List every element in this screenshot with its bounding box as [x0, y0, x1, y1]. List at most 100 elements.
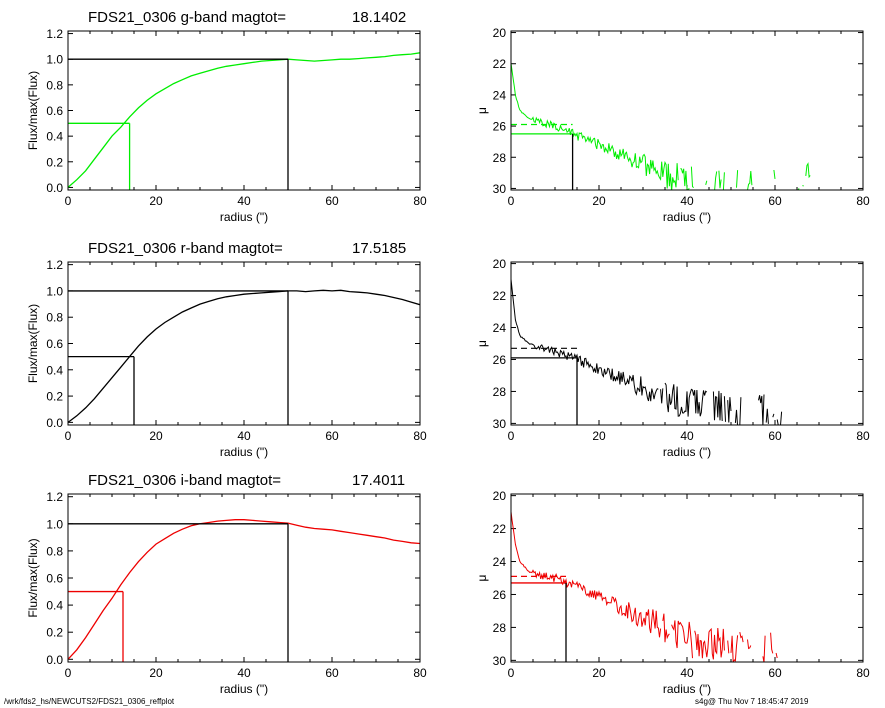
x-tick-label: 80 — [856, 666, 870, 680]
plot-frame — [67, 30, 421, 191]
surface-brightness-line — [511, 512, 779, 664]
chart-title: FDS21_0306 r-band magtot= — [88, 240, 283, 257]
y-tick-label: 1.2 — [46, 490, 63, 504]
i-band-surface-brightness: 0 20 40 60 80 20 22 24 26 28 30 radius (") μ — [475, 489, 870, 696]
y-tick-label: 0.8 — [46, 544, 63, 558]
y-tick-label: 1.0 — [46, 53, 63, 67]
y-tick-label: 0.4 — [46, 130, 63, 144]
y-axis-label: μ — [475, 574, 489, 581]
plot-frame — [510, 493, 864, 663]
x-axis-label: radius (") — [220, 210, 268, 224]
y-tick-label: 1.0 — [46, 517, 63, 531]
y-axis-label: μ — [475, 107, 489, 114]
x-tick-label: 20 — [149, 666, 163, 680]
i-band-growth-curve: 0 20 40 60 80 0.0 0.2 0.4 0.6 0.8 1.0 1.2 radius (")… — [26, 472, 427, 696]
y-axis-label: Flux/max(Flux) — [26, 538, 40, 617]
x-tick-label: 20 — [592, 666, 606, 680]
y-tick-label: 0.0 — [46, 181, 63, 195]
x-tick-label: 0 — [65, 666, 72, 680]
plot-area — [511, 279, 787, 426]
plot-frame — [510, 30, 864, 191]
x-tick-label: 0 — [508, 429, 515, 443]
x-tick-label: 80 — [856, 429, 870, 443]
x-tick-label: 0 — [65, 429, 72, 443]
y-tick-label: 26 — [493, 353, 507, 367]
y-tick-label: 1.2 — [46, 27, 63, 41]
y-tick-label: 28 — [493, 151, 507, 165]
x-tick-label: 80 — [413, 666, 427, 680]
y-tick-label: 22 — [493, 57, 507, 71]
surface-brightness-line — [511, 63, 812, 192]
y-tick-label: 0.0 — [46, 653, 63, 667]
x-axis-label: radius (") — [663, 210, 711, 224]
x-tick-label: 0 — [508, 194, 515, 208]
y-tick-label: 30 — [493, 654, 507, 668]
y-tick-label: 0.8 — [46, 311, 63, 325]
g-band-growth-curve: 0 20 40 60 80 0.0 0.2 0.4 0.6 0.8 1.0 1.2 radius (")… — [26, 9, 427, 224]
growth-curve-line — [68, 519, 420, 660]
y-tick-label: 0.4 — [46, 363, 63, 377]
x-tick-label: 40 — [680, 194, 694, 208]
x-tick-label: 20 — [149, 429, 163, 443]
plot-frame — [67, 261, 421, 426]
y-tick-label: 26 — [493, 588, 507, 602]
x-tick-label: 60 — [325, 429, 339, 443]
y-tick-label: 20 — [493, 257, 507, 271]
x-axis-label: radius (") — [663, 682, 711, 696]
y-tick-label: 20 — [493, 489, 507, 503]
x-tick-label: 60 — [768, 194, 782, 208]
x-tick-label: 80 — [413, 429, 427, 443]
r-band-surface-brightness: 0 20 40 60 80 20 22 24 26 28 30 radius (") μ — [475, 257, 870, 459]
y-axis-label: μ — [475, 340, 489, 347]
y-tick-label: 22 — [493, 522, 507, 536]
r-band-growth-curve: 0 20 40 60 80 0.0 0.2 0.4 0.6 0.8 1.0 1.2 radius (")… — [26, 240, 427, 459]
y-tick-label: 24 — [493, 555, 507, 569]
y-tick-label: 0.8 — [46, 78, 63, 92]
x-tick-label: 80 — [413, 194, 427, 208]
y-tick-label: 1.0 — [46, 284, 63, 298]
y-tick-label: 28 — [493, 385, 507, 399]
y-tick-label: 0.2 — [46, 390, 63, 404]
x-tick-label: 20 — [149, 194, 163, 208]
y-tick-label: 20 — [493, 26, 507, 40]
x-tick-label: 60 — [768, 666, 782, 680]
growth-curve-line — [68, 52, 420, 188]
timestamp-label: s4g@ Thu Nov 7 18:45:47 2019 — [695, 697, 809, 706]
plot-frame — [67, 493, 421, 663]
x-tick-label: 60 — [768, 429, 782, 443]
x-tick-label: 40 — [237, 666, 251, 680]
y-tick-label: 0.2 — [46, 155, 63, 169]
g-band-surface-brightness: 0 20 40 60 80 20 22 24 26 28 30 radius (") μ — [475, 26, 870, 224]
growth-curve-line — [68, 289, 420, 423]
x-tick-label: 0 — [508, 666, 515, 680]
y-tick-label: 0.2 — [46, 626, 63, 640]
x-tick-label: 40 — [237, 429, 251, 443]
y-tick-label: 30 — [493, 417, 507, 431]
magtot-value: 17.4011 — [352, 472, 405, 489]
x-tick-label: 20 — [592, 429, 606, 443]
x-tick-label: 40 — [680, 666, 694, 680]
x-axis-label: radius (") — [220, 682, 268, 696]
x-tick-label: 40 — [237, 194, 251, 208]
y-tick-label: 0.0 — [46, 416, 63, 430]
chart-title: FDS21_0306 g-band magtot= — [88, 9, 286, 26]
y-tick-label: 0.6 — [46, 104, 63, 118]
x-axis-label: radius (") — [220, 445, 268, 459]
x-tick-label: 20 — [592, 194, 606, 208]
plot-area — [68, 52, 420, 190]
y-tick-label: 24 — [493, 88, 507, 102]
y-tick-label: 0.6 — [46, 572, 63, 586]
plot-frame — [510, 261, 864, 426]
magtot-value: 17.5185 — [352, 240, 406, 257]
y-tick-label: 30 — [493, 182, 507, 196]
x-tick-label: 80 — [856, 194, 870, 208]
magtot-value: 18.1402 — [352, 9, 406, 26]
surface-brightness-line — [511, 279, 787, 426]
y-tick-label: 1.2 — [46, 258, 63, 272]
y-axis-label: Flux/max(Flux) — [26, 71, 40, 150]
file-path-label: /wrk/fds2_hs/NEWCUTS2/FDS21_0306_reffplo… — [4, 697, 175, 706]
plot-area — [68, 289, 420, 425]
x-tick-label: 0 — [65, 194, 72, 208]
y-tick-label: 24 — [493, 321, 507, 335]
